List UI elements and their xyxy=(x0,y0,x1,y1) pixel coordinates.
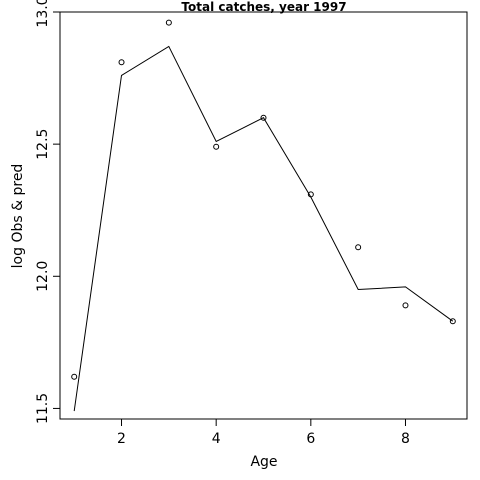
x-tick-label: 2 xyxy=(117,431,126,447)
plot-frame xyxy=(59,11,468,420)
x-tick-label: 4 xyxy=(212,431,221,447)
observed-point xyxy=(165,19,172,26)
y-tick-label: 11.5 xyxy=(35,393,51,424)
predicted-line xyxy=(73,45,454,412)
x-axis: 2 4 6 8 xyxy=(117,418,410,447)
observed-point xyxy=(260,114,267,121)
observed-point xyxy=(402,302,409,309)
y-tick-label: 12.0 xyxy=(35,261,51,292)
x-axis-label: Age xyxy=(250,454,277,470)
y-tick-label: 12.5 xyxy=(35,129,51,160)
observed-point xyxy=(307,191,314,198)
observed-point xyxy=(118,59,125,66)
y-axis: 11.5 12.0 12.5 13.0 xyxy=(35,0,61,424)
x-tick-label: 6 xyxy=(306,431,315,447)
predicted-series xyxy=(73,45,454,412)
observed-point xyxy=(213,143,220,150)
observed-point xyxy=(449,318,456,325)
y-axis-label: log Obs & pred xyxy=(10,164,26,269)
observed-series xyxy=(71,19,456,380)
x-tick-label: 8 xyxy=(401,431,410,447)
chart-title: Total catches, year 1997 xyxy=(181,0,346,14)
observed-point xyxy=(355,244,362,251)
y-tick-label: 13.0 xyxy=(35,0,51,28)
observed-point xyxy=(71,373,78,380)
